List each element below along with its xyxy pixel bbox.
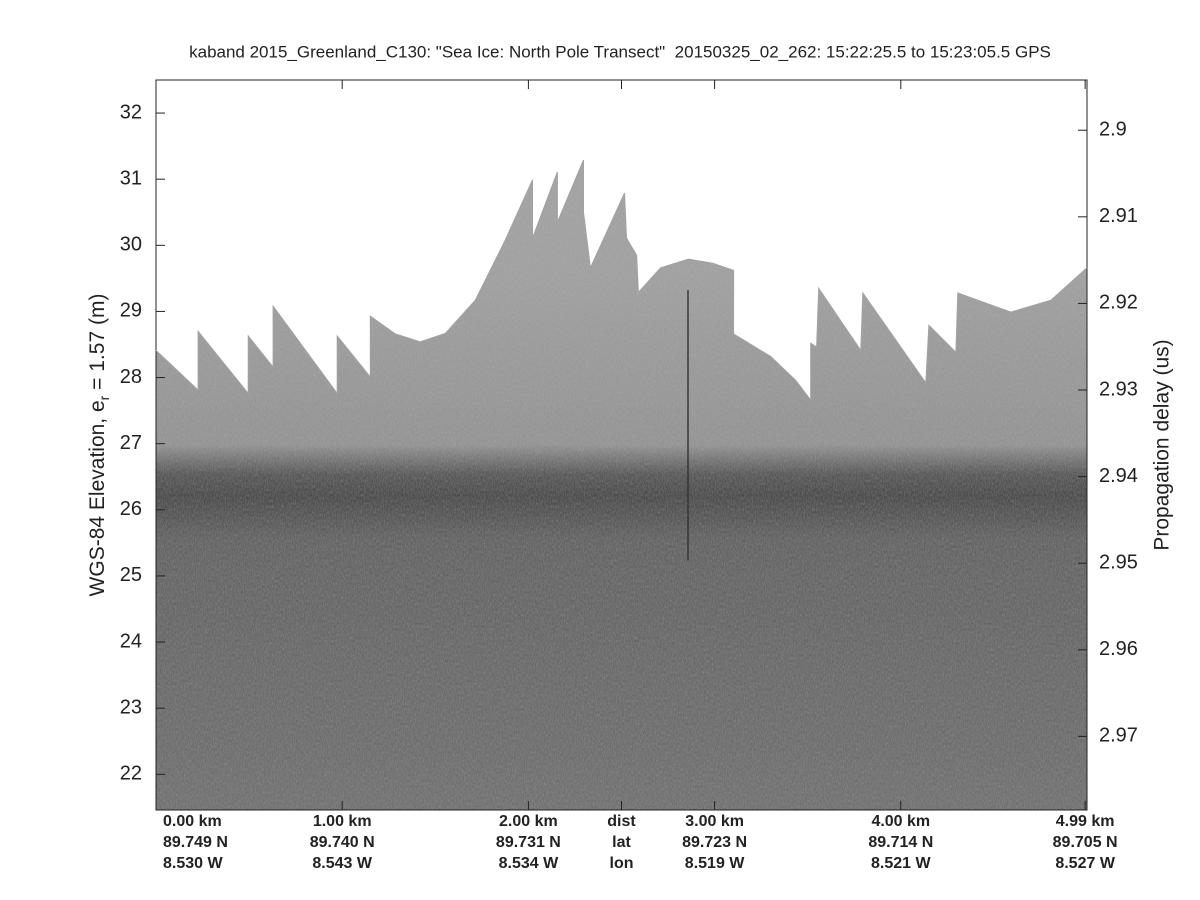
x-tick-lat: 89.740 N <box>310 834 375 851</box>
x-tick-lat: 89.705 N <box>1053 834 1118 851</box>
x-tick-lat: 89.749 N <box>163 834 228 851</box>
y2-tick-label: 2.95 <box>1099 551 1138 573</box>
x-tick-label: 1.00 km <box>313 813 372 830</box>
y2-tick-label: 2.96 <box>1099 638 1138 660</box>
y-tick-label: 22 <box>120 763 142 785</box>
y-tick-label: 24 <box>120 630 142 652</box>
y2-tick-label: 2.92 <box>1099 292 1138 314</box>
y-label-main: WGS-84 Elevation, e <box>86 400 109 596</box>
y2-tick-label: 2.94 <box>1099 465 1138 487</box>
surface-edge <box>155 159 1088 402</box>
x-tick-lat: 89.731 N <box>496 834 561 851</box>
x-tick-label: 2.00 km <box>499 813 558 830</box>
x-tick-lat: lat <box>612 834 631 851</box>
x-tick-lon: 8.530 W <box>163 855 223 872</box>
y-tick-label: 23 <box>120 696 142 718</box>
y-tick-label: 32 <box>120 101 142 123</box>
x-tick-label: dist <box>607 813 636 830</box>
y-tick-label: 27 <box>120 432 142 454</box>
x-tick-lon: 8.521 W <box>871 855 931 872</box>
y-axis-label: WGS-84 Elevation, er = 1.57 (m) <box>86 294 112 597</box>
x-tick-lat: 89.714 N <box>868 834 933 851</box>
y-label-sub: r <box>96 395 112 400</box>
x-tick-label: 0.00 km <box>163 813 222 830</box>
x-tick-lon: 8.534 W <box>499 855 559 872</box>
y2-axis-label: Propagation delay (us) <box>1151 339 1174 550</box>
y-label-rest: = 1.57 (m) <box>86 294 109 396</box>
y2-tick-label: 2.93 <box>1099 378 1138 400</box>
x-tick-label: 3.00 km <box>685 813 744 830</box>
x-tick-lon: lon <box>610 855 634 872</box>
x-tick-label: 4.99 km <box>1056 813 1115 830</box>
y-tick-label: 29 <box>120 300 142 322</box>
x-tick-lon: 8.543 W <box>312 855 372 872</box>
echo-noise <box>156 160 1087 810</box>
y-tick-label: 30 <box>120 234 142 256</box>
x-tick-lon: 8.527 W <box>1055 855 1115 872</box>
chart-title: kaband 2015_Greenland_C130: "Sea Ice: No… <box>189 42 1051 61</box>
y2-tick-label: 2.97 <box>1099 725 1138 747</box>
y-tick-label: 25 <box>120 564 142 586</box>
x-tick-label: 4.00 km <box>871 813 930 830</box>
y-tick-label: 26 <box>120 498 142 520</box>
echogram-image <box>156 160 1087 810</box>
y-tick-label: 31 <box>120 167 142 189</box>
y-tick-label: 28 <box>120 366 142 388</box>
y2-tick-label: 2.9 <box>1099 119 1127 141</box>
x-tick-lat: 89.723 N <box>682 834 747 851</box>
y2-tick-label: 2.91 <box>1099 205 1138 227</box>
x-tick-lon: 8.519 W <box>685 855 745 872</box>
